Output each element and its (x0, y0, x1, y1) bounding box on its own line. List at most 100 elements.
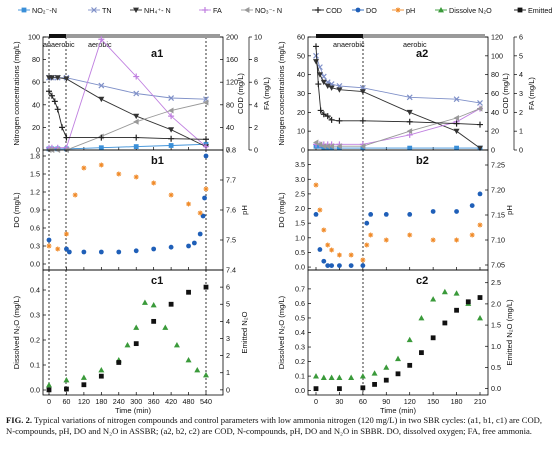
legend-marker-0 (21, 7, 27, 13)
point-a2-5-10 (477, 121, 483, 128)
y3tick-label-a2-2: 2 (519, 108, 523, 117)
point-c2-0-6 (371, 370, 378, 376)
y2tick-label-a2-4: 80 (491, 70, 499, 79)
point-c1-1-4 (116, 360, 122, 365)
point-b1-1-6 (116, 171, 122, 177)
point-b2-0-6 (348, 263, 354, 269)
point-b1-1-11 (197, 210, 203, 216)
y2tick-label-a1-0: 0 (226, 146, 230, 155)
legend: NO₂⁻-N TN NH₄⁺- N FA NO₃⁻- N COD DO pH Dissolve … (18, 6, 554, 15)
plot-frame-a1 (42, 36, 224, 151)
series-c1-0 (46, 299, 209, 388)
ytick-label-c2-3: 0.3 (295, 343, 305, 352)
point-a2-1-0 (313, 52, 319, 59)
point-b2-0-3 (325, 263, 331, 269)
point-c1-0-8 (150, 302, 157, 308)
point-c1-0-5 (124, 342, 131, 348)
point-b1-0-7 (151, 246, 157, 252)
series-line-a2-1 (315, 55, 481, 104)
ytick-label-c2-2: 0.2 (295, 357, 305, 366)
ytick-label-c2-5: 0.5 (295, 313, 305, 322)
legend-marker-7 (395, 7, 401, 13)
ytick-label-c1-0: 0.0 (30, 386, 40, 395)
ytick-label-b2-0: 0.0 (295, 263, 305, 272)
point-b1-0-14 (203, 153, 209, 159)
point-a2-5-0 (313, 43, 319, 50)
point-a2-4-0 (313, 139, 319, 146)
point-c1-0-9 (162, 324, 169, 330)
point-a1-5-4 (59, 124, 66, 131)
series-a2-1 (313, 52, 483, 106)
ytick-label-a2-6: 60 (297, 33, 305, 42)
phase-bar-aerobic-a2 (363, 34, 485, 38)
point-c2-0-13 (453, 290, 460, 296)
point-b1-1-1 (55, 246, 61, 252)
series-line-a2-4 (315, 108, 481, 147)
xtick-label-c2-2: 60 (359, 397, 367, 406)
point-c2-1-3 (372, 382, 377, 387)
point-c1-0-13 (203, 372, 209, 378)
point-a2-2-3 (324, 83, 331, 89)
y3tick-label-a1-3: 6 (254, 78, 258, 87)
point-a2-4-1 (316, 141, 323, 148)
ytick-label-c1-4: 0.4 (30, 286, 40, 295)
y2tick-label-b2-2: 7.15 (491, 211, 505, 220)
panel-label-a2: a2 (416, 48, 428, 60)
point-c1-1-8 (186, 289, 191, 295)
point-c2-0-1 (320, 374, 327, 380)
ytick-label-b2-7: 3.5 (295, 160, 305, 169)
phase-label-aerobic-a2: aerobic (403, 40, 427, 49)
point-b1-0-2 (66, 249, 72, 255)
legend-label-3: FA (213, 6, 222, 15)
point-c2-1-5 (395, 371, 401, 377)
point-a1-5-0 (46, 88, 52, 95)
point-b2-0-5 (337, 263, 342, 269)
plot-frame-b2 (307, 149, 489, 271)
y2-label-b1: pH (240, 205, 249, 215)
point-a1-4-6 (168, 107, 174, 114)
xtick-label-c2-0: 0 (314, 397, 318, 406)
y2tick-label-a1-4: 160 (226, 55, 238, 64)
point-b1-0-8 (168, 244, 174, 250)
point-c1-1-6 (151, 318, 157, 324)
ytick-label-b2-2: 1.0 (295, 233, 305, 242)
series-a2-3 (313, 105, 483, 148)
point-c2-1-4 (383, 377, 389, 383)
point-a1-5-9 (203, 136, 209, 143)
x-label-c2: Time (min) (380, 406, 416, 415)
point-c2-0-10 (418, 314, 425, 321)
point-a2-4-8 (453, 114, 459, 121)
point-a2-2-5 (336, 87, 343, 93)
point-a2-0-4 (329, 145, 335, 151)
legend-label-5: COD (326, 6, 342, 15)
point-a1-0-5 (133, 144, 139, 150)
legend-marker-8 (438, 7, 444, 13)
point-c1-0-12 (194, 367, 201, 373)
phase-label-anaerobic-a2: anaerobic (333, 40, 365, 49)
y2tick-label-c2-0: 0.0 (491, 384, 501, 393)
point-c2-0-8 (395, 355, 401, 362)
series-b2-0 (313, 191, 483, 269)
point-c2-0-15 (477, 314, 483, 321)
y2tick-label-b2-0: 7.05 (491, 261, 505, 270)
plot-frame-c2 (307, 269, 489, 396)
point-b2-0-8 (364, 220, 370, 226)
point-b1-1-5 (98, 162, 104, 168)
point-c2-0-12 (441, 288, 448, 295)
y2tick-label-a1-1: 40 (226, 123, 234, 132)
ytick-label-c2-0: 0.0 (295, 386, 305, 395)
y-label-b1: DO (mg/L) (12, 192, 21, 228)
legend-label-4: NO₃⁻- N (255, 6, 282, 15)
point-b2-0-7 (360, 263, 366, 269)
point-a1-5-1 (48, 92, 55, 99)
y2tick-label-c1-3: 3 (226, 334, 230, 343)
y3tick-label-a1-5: 10 (254, 33, 262, 42)
point-a1-1-4 (98, 82, 105, 89)
series-line-a2-3 (316, 108, 481, 145)
y2tick-label-b2-3: 7.20 (491, 186, 505, 195)
point-a2-1-9 (477, 99, 483, 106)
point-b2-0-14 (469, 203, 475, 209)
point-a2-2-2 (320, 79, 327, 86)
phase-bar-aerobic-a1 (66, 34, 220, 38)
